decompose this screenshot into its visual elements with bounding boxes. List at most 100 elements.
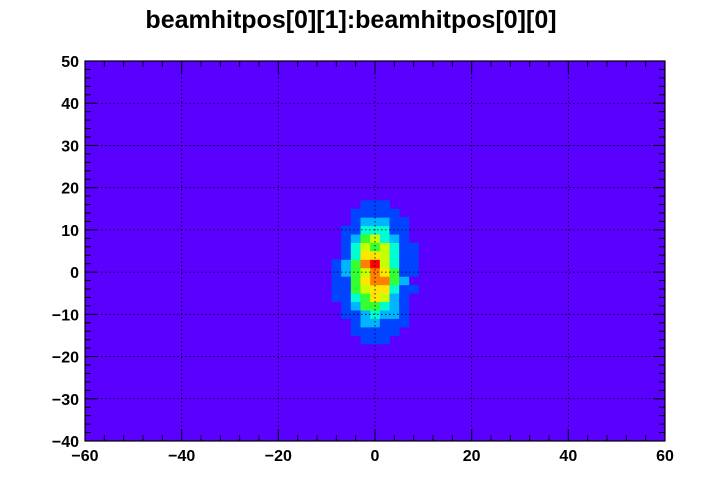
heatmap-cell (379, 267, 390, 277)
heatmap-cell (399, 301, 410, 311)
heatmap-cell (389, 259, 400, 269)
heatmap-cell (370, 200, 381, 210)
x-tick-label: −40 (168, 448, 195, 465)
heatmap-cell (350, 327, 361, 336)
heatmap-cell (341, 242, 352, 252)
heatmap-cell (360, 327, 371, 336)
heatmap-cell (399, 217, 410, 227)
heatmap-cell (379, 284, 390, 294)
heatmap-cell (389, 208, 400, 218)
heatmap-cell (331, 259, 342, 269)
heatmap-cell (370, 310, 381, 319)
heatmap-cell (389, 242, 400, 252)
heatmap-cell (389, 276, 400, 286)
heatmap-cell (379, 200, 390, 210)
heatmap-cell (379, 310, 390, 319)
heatmap-cell (389, 310, 400, 319)
heatmap-cell (379, 259, 390, 269)
heatmap-cell (341, 301, 352, 311)
heatmap-cell (408, 251, 419, 260)
heatmap-cell (379, 242, 390, 252)
heatmap-cell (350, 276, 361, 286)
x-axis-tick-labels: −60 −40 −20 0 20 40 60 (71, 448, 674, 465)
heatmap-cell (360, 234, 371, 243)
heatmap-cell (408, 284, 419, 294)
heatmap-cell (341, 284, 352, 294)
heatmap-cell (399, 234, 410, 243)
heatmap-cell (389, 301, 400, 311)
heatmap-cell (350, 301, 361, 311)
heatmap-cell (370, 234, 381, 243)
heatmap-cell (389, 327, 400, 336)
heatmap-cell (350, 225, 361, 235)
x-tick-label: 40 (559, 448, 577, 465)
heatmap-cell (389, 284, 400, 294)
heatmap-cell (360, 217, 371, 227)
y-tick-label: 10 (61, 223, 79, 240)
heatmap-cell (379, 251, 390, 260)
heatmap-cell (350, 242, 361, 252)
heatmap-cell (389, 217, 400, 227)
heatmap-cell (408, 242, 419, 252)
heatmap-cell (370, 327, 381, 336)
heatmap-cell (341, 259, 352, 269)
y-tick-label: −30 (52, 392, 79, 409)
y-tick-label: −40 (52, 434, 79, 451)
heatmap-cell (370, 267, 381, 277)
heatmap-cell (399, 242, 410, 252)
heatmap-cell (399, 318, 410, 328)
heatmap-cell (379, 293, 390, 303)
y-tick-label: 50 (61, 54, 79, 71)
heatmap-cell (360, 301, 371, 311)
heatmap-cell (370, 318, 381, 328)
heatmap-cell (379, 327, 390, 336)
heatmap-cell (389, 267, 400, 277)
heatmap-cell (350, 234, 361, 243)
heatmap-cell (341, 276, 352, 286)
heatmap-cell (360, 335, 371, 345)
heatmap-cell (360, 259, 371, 269)
heatmap-cell (389, 318, 400, 328)
heatmap-cell (350, 267, 361, 277)
heatmap-cell (350, 284, 361, 294)
heatmap-cell (341, 251, 352, 260)
heatmap-cell (379, 335, 390, 345)
heatmap-cell (399, 293, 410, 303)
heatmap-cell (331, 293, 342, 303)
y-axis-tick-labels: −40 −30 −20 −10 0 10 20 30 40 50 (52, 54, 79, 451)
x-tick-label: 0 (371, 448, 380, 465)
heatmap-cell (331, 276, 342, 286)
heatmap-cell (350, 217, 361, 227)
heatmap-cell (389, 251, 400, 260)
heatmap-cell (399, 259, 410, 269)
y-tick-label: 40 (61, 96, 79, 113)
y-tick-label: −10 (52, 307, 79, 324)
heatmap-cell (370, 242, 381, 252)
heatmap-cell (379, 208, 390, 218)
heatmap-cell (408, 259, 419, 269)
heatmap-cell (370, 276, 381, 286)
y-tick-label: 20 (61, 181, 79, 198)
heatmap-cell (360, 293, 371, 303)
heatmap-cell (379, 225, 390, 235)
heatmap-cell (350, 293, 361, 303)
x-tick-label: −20 (265, 448, 292, 465)
heatmap-cell (360, 242, 371, 252)
heatmap-cell (399, 267, 410, 277)
heatmap-cell (360, 251, 371, 260)
heatmap-cell (341, 293, 352, 303)
grid-lines (85, 61, 665, 441)
heatmap-cell (350, 318, 361, 328)
heatmap-cell (360, 284, 371, 294)
heatmap-cell (360, 276, 371, 286)
heatmap-cell (379, 318, 390, 328)
x-tick-label: 60 (656, 448, 674, 465)
heatmap-cell (399, 310, 410, 319)
heatmap-cell (379, 234, 390, 243)
heatmap-cell (331, 284, 342, 294)
heatmap-cell (370, 251, 381, 260)
heatmap-cell (350, 310, 361, 319)
heatmap-cell (379, 301, 390, 311)
heatmap-cell (389, 293, 400, 303)
